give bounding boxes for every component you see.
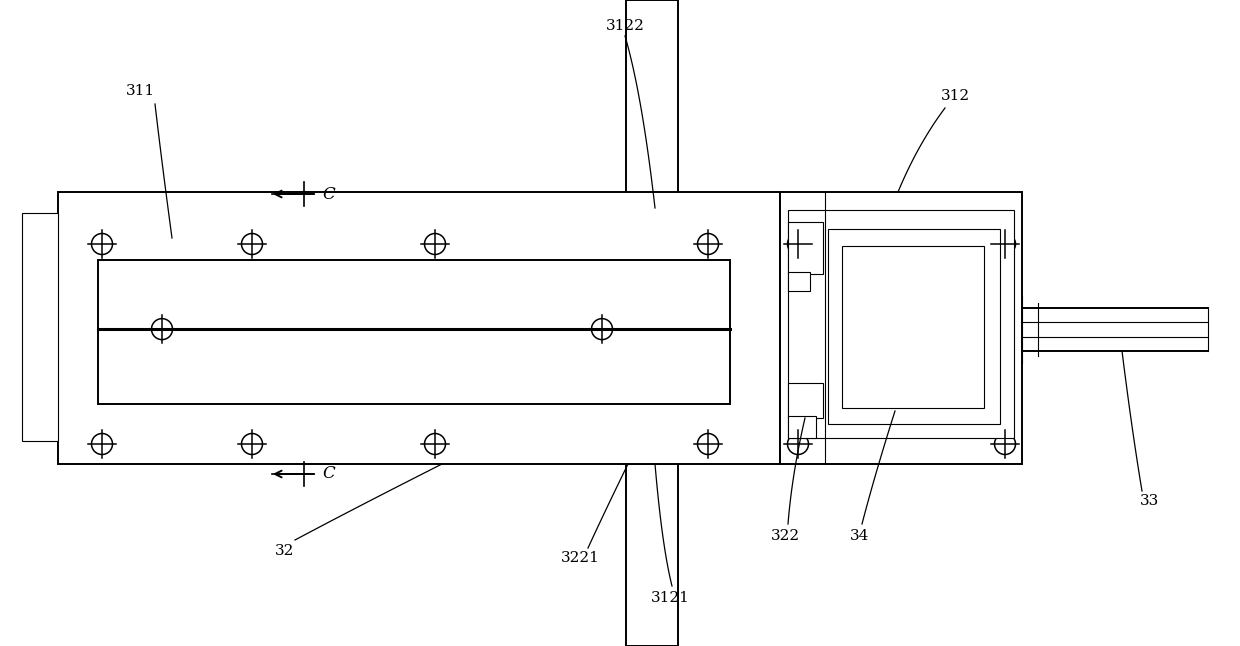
Text: 311: 311 (125, 84, 155, 98)
Text: 3122: 3122 (605, 19, 645, 33)
Text: 32: 32 (275, 544, 295, 558)
Text: 312: 312 (940, 89, 970, 103)
Text: C: C (322, 466, 335, 483)
Text: 322: 322 (770, 529, 800, 543)
Text: C: C (322, 185, 335, 202)
Bar (842, 246, 985, 408)
Text: 3121: 3121 (651, 591, 689, 605)
Bar (626, 0, 678, 208)
Bar (787, 272, 810, 291)
Text: 33: 33 (1141, 494, 1159, 508)
Bar (22, 213, 58, 441)
Bar (98, 260, 730, 404)
Bar (780, 192, 1022, 464)
Text: 3221: 3221 (560, 551, 599, 565)
Bar (787, 416, 816, 438)
Bar (787, 210, 1014, 438)
Bar (787, 222, 823, 274)
Bar (787, 383, 823, 418)
Bar (626, 464, 678, 646)
Bar (828, 229, 999, 424)
Text: 34: 34 (851, 529, 869, 543)
Bar (58, 192, 780, 464)
